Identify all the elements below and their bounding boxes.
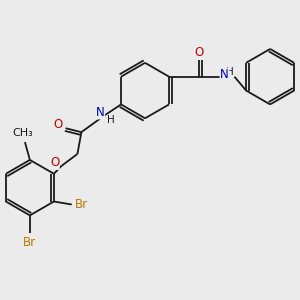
Text: Br: Br bbox=[75, 198, 88, 211]
Text: H: H bbox=[107, 115, 115, 125]
Text: N: N bbox=[220, 68, 229, 81]
Text: O: O bbox=[194, 46, 203, 59]
Text: O: O bbox=[50, 156, 59, 170]
Text: Br: Br bbox=[23, 236, 36, 249]
Text: CH₃: CH₃ bbox=[13, 128, 33, 138]
Text: H: H bbox=[226, 67, 233, 77]
Text: N: N bbox=[96, 106, 105, 119]
Text: O: O bbox=[53, 118, 62, 131]
